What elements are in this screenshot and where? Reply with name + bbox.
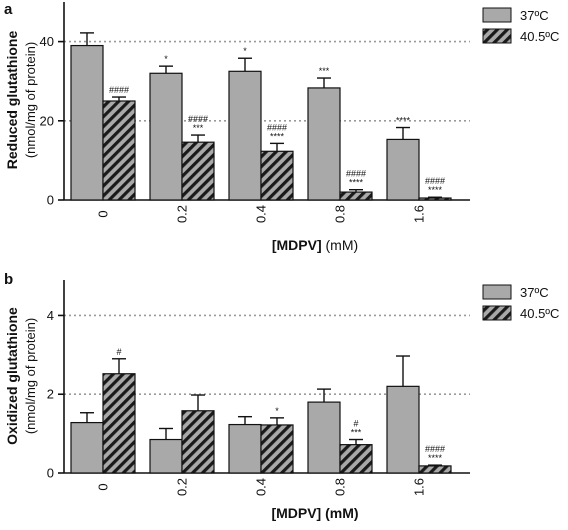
x-axis-title-unit: (mM): [322, 237, 359, 253]
panel-a: a Reduced glutathione (nmol/mg of protei…: [4, 1, 559, 253]
x-axis-title: [MDPV] (mM): [271, 505, 358, 521]
legend-label-37: 37ºC: [520, 285, 549, 300]
bar: [102, 100, 136, 201]
y-tick-label: 0: [47, 466, 54, 481]
bar: [386, 385, 420, 474]
bar: [181, 141, 215, 201]
significance-label: *: [275, 406, 279, 416]
bar: [102, 373, 136, 474]
bar: [260, 150, 294, 201]
legend-label-37: 37ºC: [520, 8, 549, 23]
x-tick-label: 0.8: [333, 205, 348, 223]
y-axis-subtitle: (nmol/mg of protein): [23, 318, 38, 434]
significance-label: ***: [193, 123, 204, 133]
bar: [307, 401, 341, 474]
significance-label: ####: [425, 176, 445, 186]
significance-label: ****: [270, 131, 285, 141]
significance-label: *: [164, 54, 168, 64]
x-tick-label: 0: [96, 483, 111, 490]
y-tick-label: 40: [40, 34, 54, 49]
bar: [418, 197, 452, 201]
legend: 37ºC 40.5ºC: [482, 284, 559, 321]
y-tick-label: 4: [47, 308, 54, 323]
bar: [149, 438, 183, 474]
panel-letter: a: [4, 1, 13, 18]
legend-swatch-40-5: [482, 28, 512, 44]
significance-label: ####: [425, 444, 445, 454]
y-axis-title: Oxidized glutathione: [4, 307, 20, 445]
significance-label: #: [116, 347, 121, 357]
significance-label: ####: [109, 85, 129, 95]
panel-letter: b: [4, 271, 13, 288]
legend-swatch-37: [482, 7, 512, 23]
x-axis-title-bold: [MDPV] (mM): [271, 505, 358, 521]
legend-swatch-37: [482, 284, 512, 300]
bar: [386, 138, 420, 201]
x-tick-label: 0.4: [254, 205, 269, 223]
bar: [228, 423, 262, 474]
significance-label: ****: [428, 185, 443, 195]
x-tick-label: 0.2: [175, 478, 190, 496]
x-tick-label: 1.6: [412, 478, 427, 496]
significance-label: ####: [267, 122, 287, 132]
bar: [181, 410, 215, 474]
x-tick-label: 1.6: [412, 205, 427, 223]
significance-label: ####: [346, 169, 366, 179]
bar: [418, 465, 452, 474]
significance-label: *: [243, 46, 247, 56]
legend-swatch-40-5: [482, 305, 512, 321]
significance-label: ****: [428, 453, 443, 463]
bar: [339, 191, 373, 201]
legend-label-40-5: 40.5ºC: [520, 29, 559, 44]
panel-b: b Oxidized glutathione (nmol/mg of prote…: [4, 271, 559, 521]
significance-label: ****: [396, 116, 411, 126]
bar: [70, 44, 104, 201]
bar: [149, 72, 183, 201]
legend: 37ºC 40.5ºC: [482, 7, 559, 44]
bar: [228, 70, 262, 201]
significance-label: ####: [188, 114, 208, 124]
x-axis-title: [MDPV] (mM): [272, 237, 358, 253]
y-tick-label: 2: [47, 387, 54, 402]
significance-label: #: [353, 419, 358, 429]
x-tick-label: 0.2: [175, 205, 190, 223]
x-axis-title-bold: [MDPV]: [272, 237, 322, 253]
x-tick-label: 0.4: [254, 478, 269, 496]
y-tick-label: 20: [40, 113, 54, 128]
x-tick-label: 0: [96, 210, 111, 217]
bar: [307, 87, 341, 201]
y-axis-subtitle: (nmol/mg of protein): [23, 42, 38, 158]
y-axis-title: Reduced glutathione: [4, 31, 20, 170]
significance-label: ***: [351, 428, 362, 438]
bar: [70, 421, 104, 474]
significance-label: ****: [349, 178, 364, 188]
significance-label: ***: [319, 66, 330, 76]
legend-label-40-5: 40.5ºC: [520, 306, 559, 321]
y-tick-label: 0: [47, 193, 54, 208]
x-tick-label: 0.8: [333, 478, 348, 496]
bar: [339, 444, 373, 474]
bar: [260, 424, 294, 474]
